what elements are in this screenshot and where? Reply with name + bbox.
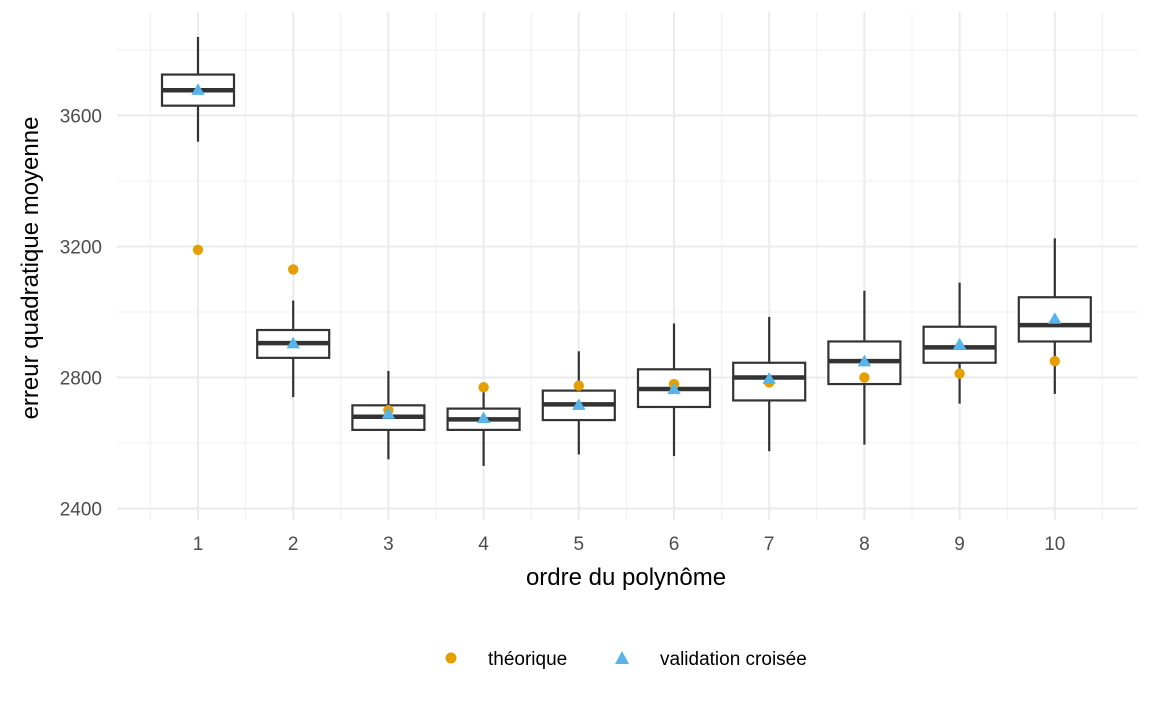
- x-tick-label: 8: [859, 534, 870, 555]
- y-axis-title: erreur quadratique moyenne: [17, 117, 44, 420]
- y-tick-labels: 2400 2800 3200 3600: [60, 107, 102, 521]
- point-validation-croisee: [857, 354, 872, 367]
- x-axis-title: ordre du polynôme: [526, 564, 726, 591]
- legend-label-validation-croisee: validation croisée: [660, 649, 807, 670]
- point-validation-croisee: [667, 382, 681, 395]
- point-validation-croisee: [762, 372, 776, 384]
- data-points: [191, 83, 1062, 423]
- boxplot: [256, 300, 331, 398]
- x-tick-label: 2: [288, 534, 299, 555]
- point-validation-croisee: [286, 336, 300, 349]
- y-tick-label: 2400: [60, 500, 102, 521]
- major-gridlines: [117, 12, 1138, 520]
- point-validation-croisee: [476, 411, 491, 423]
- x-tick-label: 5: [574, 534, 585, 555]
- legend: théorique validation croisée: [445, 649, 807, 670]
- point-theorique: [288, 264, 299, 275]
- legend-marker-theorique: [445, 652, 457, 664]
- point-theorique: [192, 244, 204, 255]
- point-validation-croisee: [952, 337, 967, 350]
- minor-gridlines: [117, 12, 1138, 520]
- x-tick-label: 1: [193, 534, 204, 555]
- x-tick-label: 4: [478, 534, 489, 555]
- boxplot: [827, 290, 902, 445]
- point-theorique: [859, 372, 870, 383]
- boxplot: [446, 382, 521, 466]
- point-validation-croisee: [381, 407, 396, 419]
- point-validation-croisee: [191, 83, 205, 95]
- x-tick-labels: 1 2 3 4 5 6 7 8 9 10: [193, 534, 1066, 555]
- x-tick-label: 6: [669, 534, 680, 555]
- legend-label-theorique: théorique: [488, 649, 567, 670]
- point-theorique: [954, 368, 965, 379]
- point-theorique: [573, 380, 584, 391]
- y-tick-label: 2800: [60, 369, 102, 390]
- x-tick-label: 10: [1044, 534, 1065, 555]
- point-theorique: [478, 382, 489, 393]
- y-tick-label: 3600: [60, 107, 102, 128]
- point-validation-croisee: [1048, 312, 1062, 324]
- point-theorique: [1049, 355, 1061, 367]
- legend-marker-validation-croisee: [615, 651, 629, 664]
- x-tick-label: 7: [764, 534, 775, 555]
- x-tick-label: 3: [383, 534, 394, 555]
- box: [1017, 296, 1092, 343]
- point-validation-croisee: [572, 398, 586, 410]
- boxplot: [1017, 238, 1092, 394]
- y-tick-label: 3200: [60, 238, 102, 259]
- x-tick-label: 9: [954, 534, 965, 555]
